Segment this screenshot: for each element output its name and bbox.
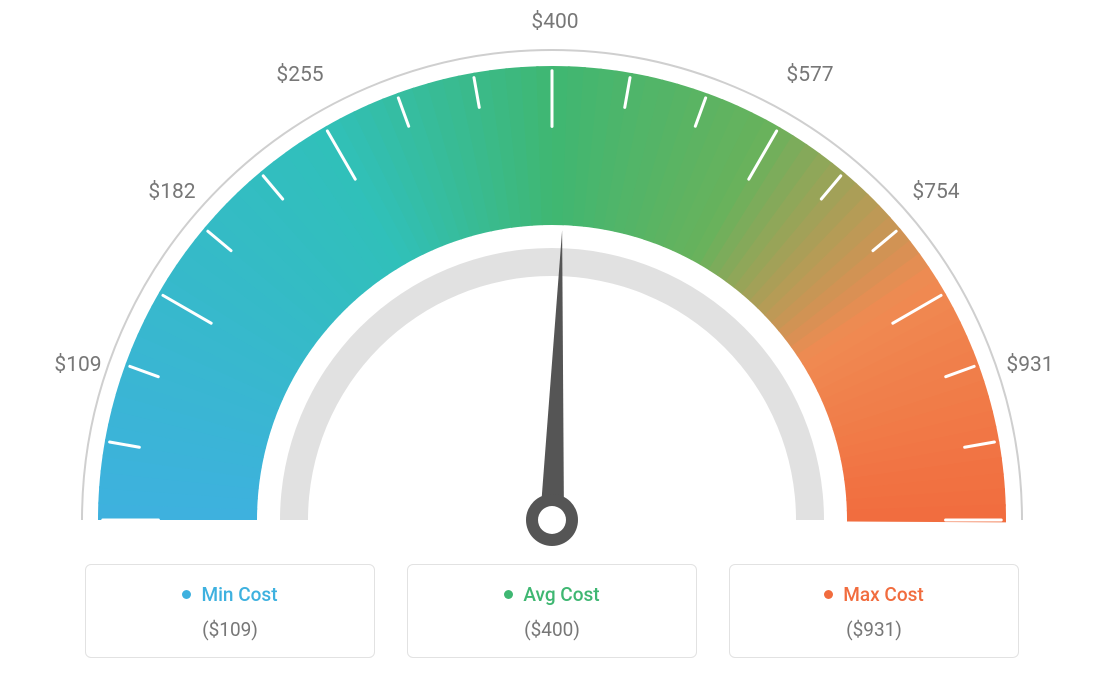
legend-title-row: Max Cost (824, 583, 923, 606)
gauge-svg (0, 0, 1104, 560)
gauge-area: $109 $182 $255 $400 $577 $754 $931 (0, 0, 1104, 560)
gauge-scale-label: $400 (531, 10, 578, 34)
gauge-scale-label: $931 (1006, 353, 1053, 377)
gauge-scale-label: $577 (786, 63, 833, 87)
gauge-scale-label: $182 (148, 180, 195, 204)
gauge-scale-label: $109 (54, 353, 101, 377)
legend-title-avg: Avg Cost (523, 583, 599, 606)
legend-card-min: Min Cost ($109) (85, 564, 375, 658)
gauge-chart-container: $109 $182 $255 $400 $577 $754 $931 Min Cost ($… (0, 0, 1104, 690)
gauge-scale-label: $754 (912, 180, 959, 204)
legend-dot-avg (504, 590, 513, 599)
legend-row: Min Cost ($109) Avg Cost ($400) Max Cost… (0, 564, 1104, 658)
legend-card-avg: Avg Cost ($400) (407, 564, 697, 658)
legend-value-max: ($931) (846, 618, 902, 641)
legend-card-max: Max Cost ($931) (729, 564, 1019, 658)
legend-title-max: Max Cost (843, 583, 923, 606)
gauge-scale-label: $255 (276, 63, 323, 87)
legend-dot-max (824, 590, 833, 599)
legend-value-avg: ($400) (524, 618, 580, 641)
legend-value-min: ($109) (202, 618, 258, 641)
legend-title-row: Min Cost (182, 583, 277, 606)
legend-title-row: Avg Cost (504, 583, 599, 606)
legend-dot-min (182, 590, 191, 599)
legend-title-min: Min Cost (201, 583, 277, 606)
